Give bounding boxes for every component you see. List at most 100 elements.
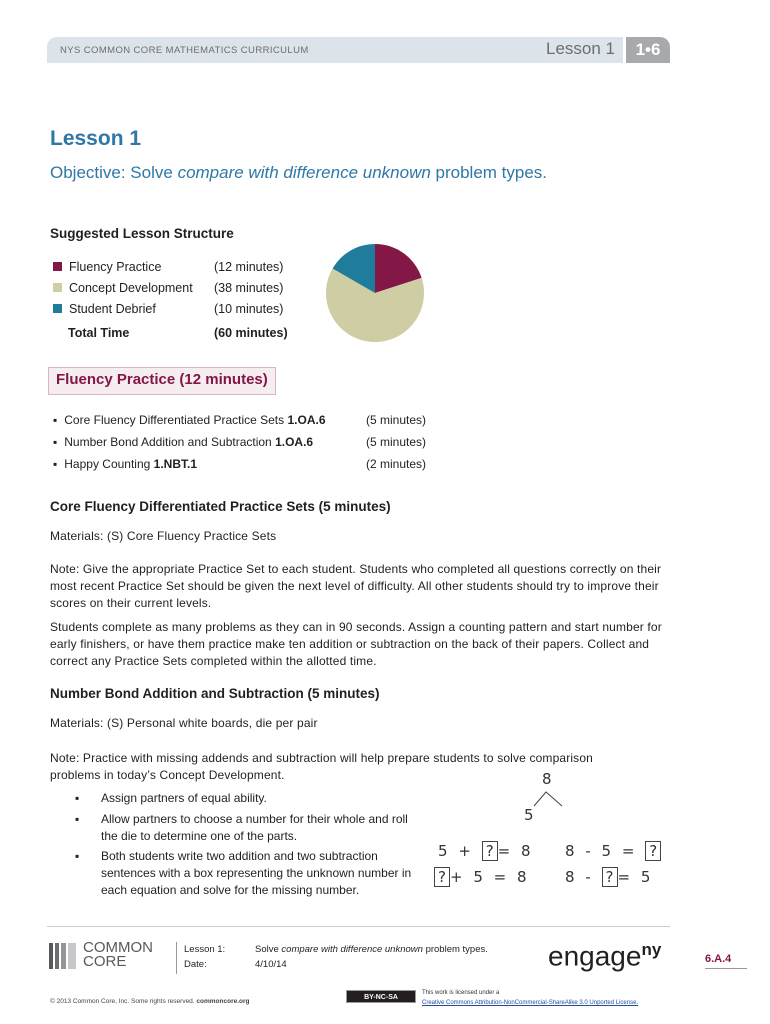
fluency-item-label: Number Bond Addition and Subtraction: [64, 435, 276, 449]
lesson-label: Lesson 1: [546, 39, 615, 58]
structure-item: Concept Development: [53, 281, 193, 295]
eq-term: 5: [473, 868, 483, 886]
common-core-logo: COMMON CORE: [49, 940, 153, 972]
item-label: Concept Development: [69, 281, 193, 295]
core-heading: Core Fluency Differentiated Practice Set…: [50, 499, 391, 514]
legend-swatch: [53, 283, 62, 292]
item-time: (12 minutes): [214, 260, 284, 274]
footer-lesson-label: Lesson 1:: [184, 944, 226, 955]
bond-materials: Materials: (S) Personal white boards, di…: [50, 716, 318, 730]
eq-term: 5: [640, 868, 651, 886]
eq-op: +: [458, 842, 471, 860]
footer-date: 4/10/14: [255, 959, 287, 970]
structure-heading: Suggested Lesson Structure: [50, 226, 234, 241]
common-core-logo-mark: [49, 943, 76, 969]
equation: 8 - 5 = ?: [565, 841, 662, 861]
fluency-item-label: Happy Counting: [64, 457, 154, 471]
objective: Objective: Solve compare with difference…: [50, 163, 547, 183]
eq-op: -: [585, 868, 591, 886]
eq-term: 8: [565, 868, 575, 886]
legend-swatch: [53, 304, 62, 313]
fluency-time: (5 minutes): [366, 413, 427, 427]
objective-italic: compare with difference unknown: [177, 163, 431, 182]
fluency-item: Happy Counting 1.NBT.1: [53, 457, 197, 471]
eq-op: =: [617, 868, 631, 886]
eq-term: 8: [565, 842, 575, 860]
pie-slice-fluency-practice: [375, 244, 422, 293]
equation: 5 + ? = 8: [438, 841, 531, 861]
fluency-item-label: Core Fluency Differentiated Practice Set…: [64, 413, 288, 427]
license-text: This work is licensed under a: [422, 990, 500, 996]
equation: ? + 5 = 8: [434, 867, 527, 887]
t: compare with difference unknown: [281, 944, 423, 955]
step-item: Allow partners to choose a number for th…: [75, 811, 415, 845]
license-link[interactable]: Creative Commons Attribution-NonCommerci…: [422, 1000, 639, 1006]
pie-slice-student-debrief: [332, 244, 375, 293]
footer-lesson-title: Solve compare with difference unknown pr…: [255, 944, 488, 955]
eq-op: -: [585, 842, 591, 860]
unknown-box: ?: [481, 841, 498, 861]
fluency-item: Core Fluency Differentiated Practice Set…: [53, 413, 326, 427]
eq-term: 5: [438, 842, 448, 860]
step-item: Both students write two addition and two…: [75, 848, 425, 900]
core-note: Note: Give the appropriate Practice Set …: [50, 562, 662, 611]
structure-item: Fluency Practice: [53, 260, 161, 274]
objective-suffix: problem types.: [430, 163, 548, 182]
engageny-logo: engageny: [548, 940, 661, 972]
eq-op: =: [621, 842, 635, 860]
eq-op: =: [493, 868, 507, 886]
cc-license-badge: BY-NC-SA: [346, 990, 416, 1003]
total-time: (60 minutes): [214, 326, 288, 340]
standard-code: 1.OA.6: [287, 413, 326, 427]
page-number: 6.A.4: [705, 953, 747, 969]
item-label: Student Debrief: [69, 302, 156, 316]
number-bond-figure: 8 5 5 + ? = 8 8 - 5 = ? ? + 5 = 8 8 - ? = 5: [420, 770, 680, 900]
fluency-time: (5 minutes): [366, 435, 427, 449]
fluency-heading: Fluency Practice (12 minutes): [48, 367, 276, 395]
eq-term: 5: [601, 842, 612, 860]
running-header: NYS COMMON CORE MATHEMATICS CURRICULUM L…: [47, 37, 623, 63]
curriculum-label: NYS COMMON CORE MATHEMATICS CURRICULUM: [60, 45, 309, 56]
item-time: (38 minutes): [214, 281, 284, 295]
bond-whole: 8: [542, 770, 552, 788]
unknown-box: ?: [434, 867, 450, 887]
core-materials: Materials: (S) Core Fluency Practice Set…: [50, 529, 277, 543]
legend-swatch: [53, 262, 62, 271]
total-label: Total Time: [68, 326, 130, 340]
structure-item: Student Debrief: [53, 302, 156, 316]
standard-code: 1.OA.6: [275, 435, 314, 449]
standard-code: 1.NBT.1: [153, 457, 198, 471]
eq-term: 8: [521, 842, 531, 860]
t: Solve: [255, 944, 282, 955]
footer-date-label: Date:: [184, 959, 207, 970]
footer-separator: [176, 942, 177, 974]
objective-prefix: Objective: Solve: [50, 163, 178, 182]
core-directions: Students complete as many problems as th…: [50, 620, 662, 669]
t: problem types.: [422, 944, 488, 955]
fluency-time: (2 minutes): [366, 457, 427, 471]
brand-sup: ny: [641, 940, 662, 959]
site-link[interactable]: commoncore.org: [196, 998, 250, 1005]
logo-text: COMMON CORE: [83, 939, 153, 970]
bond-heading: Number Bond Addition and Subtraction (5 …: [50, 686, 380, 701]
item-time: (10 minutes): [214, 302, 284, 316]
step-item: Assign partners of equal ability.: [75, 790, 420, 807]
bond-lines: [533, 791, 563, 807]
eq-op: =: [497, 842, 511, 860]
bond-note: Note: Practice with missing addends and …: [50, 751, 593, 783]
brand: engage: [548, 940, 642, 972]
page-title: Lesson 1: [50, 127, 142, 150]
unknown-box: ?: [645, 841, 662, 861]
module-badge: 1•6: [626, 37, 670, 63]
footer-divider: [47, 926, 670, 927]
eq-op: +: [449, 868, 463, 886]
equation: 8 - ? = 5: [565, 867, 651, 887]
lesson-pie-chart: [326, 244, 424, 342]
fluency-item: Number Bond Addition and Subtraction 1.O…: [53, 435, 313, 449]
copyright: © 2013 Common Core, Inc. Some rights res…: [50, 998, 250, 1005]
t: © 2013 Common Core, Inc. Some rights res…: [50, 998, 197, 1005]
unknown-box: ?: [601, 867, 618, 887]
bond-part: 5: [524, 806, 534, 824]
pie-slice-concept-development: [326, 268, 424, 342]
eq-term: 8: [517, 868, 527, 886]
